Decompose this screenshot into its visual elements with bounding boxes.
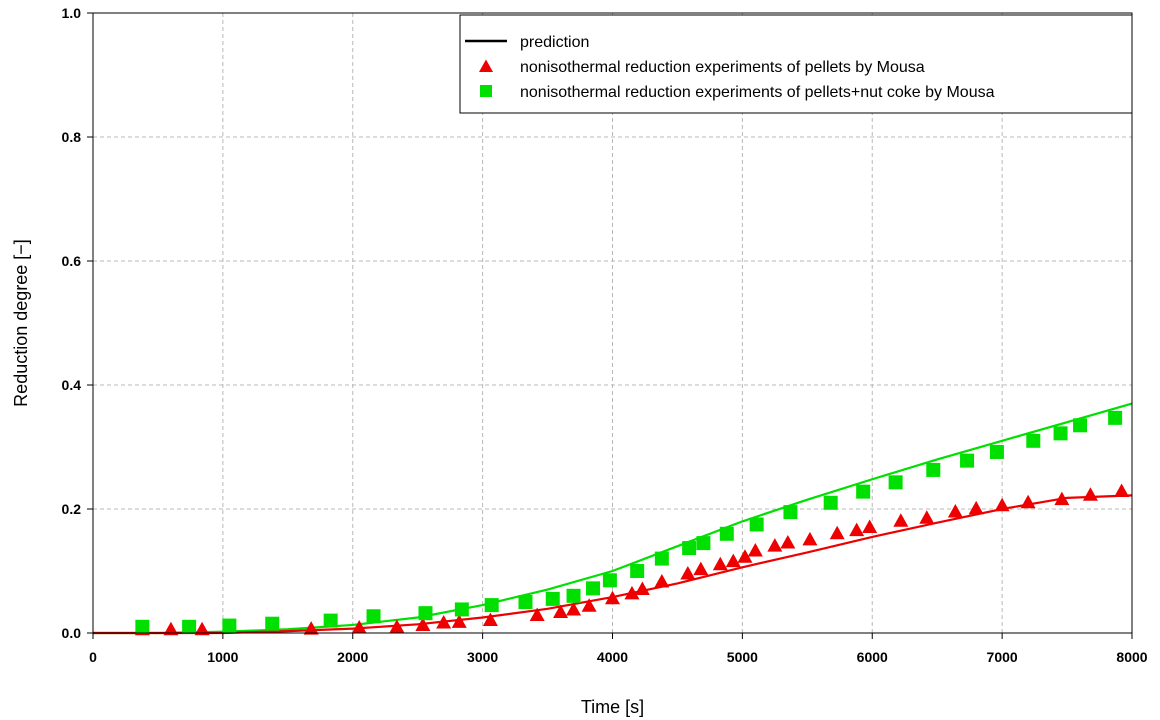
data-point-pellets-nut-coke bbox=[696, 536, 711, 551]
data-point-pellets-nut-coke bbox=[182, 619, 197, 634]
x-tick-label: 0 bbox=[89, 649, 97, 665]
data-point-pellets-nut-coke bbox=[1053, 426, 1068, 441]
data-point-pellets bbox=[780, 535, 796, 549]
y-axis-label: Reduction degree [−] bbox=[11, 239, 31, 407]
data-point-pellets bbox=[581, 598, 597, 612]
data-point-pellets bbox=[415, 617, 431, 631]
data-point-pellets bbox=[1020, 494, 1036, 509]
data-point-pellets bbox=[893, 513, 909, 527]
x-tick-label: 6000 bbox=[857, 649, 888, 665]
x-tick-label: 4000 bbox=[597, 649, 628, 665]
data-point-pellets-nut-coke bbox=[265, 616, 280, 631]
x-tick-label: 3000 bbox=[467, 649, 498, 665]
data-point-pellets-nut-coke bbox=[1026, 433, 1041, 448]
data-point-pellets bbox=[163, 621, 179, 636]
x-tick-label: 8000 bbox=[1116, 649, 1147, 665]
data-point-pellets-nut-coke bbox=[1073, 418, 1088, 433]
data-point-pellets-nut-coke bbox=[823, 495, 838, 510]
data-point-pellets bbox=[747, 543, 763, 557]
data-point-pellets-nut-coke bbox=[418, 606, 433, 621]
data-point-pellets bbox=[1114, 483, 1130, 498]
data-point-pellets bbox=[767, 538, 783, 552]
data-point-pellets bbox=[303, 621, 319, 635]
data-point-pellets bbox=[712, 556, 728, 571]
data-point-pellets-nut-coke bbox=[989, 444, 1004, 459]
grid bbox=[93, 13, 1132, 633]
legend-label: nonisothermal reduction experiments of p… bbox=[520, 84, 995, 101]
data-point-pellets-nut-coke bbox=[518, 595, 533, 609]
prediction-line-1 bbox=[93, 494, 1133, 635]
data-point-pellets-nut-coke bbox=[654, 551, 669, 566]
data-point-pellets-nut-coke bbox=[749, 517, 764, 532]
data-point-pellets-nut-coke bbox=[566, 588, 581, 603]
y-tick-label: 0.2 bbox=[62, 501, 82, 517]
y-tick-label: 1.0 bbox=[62, 5, 82, 21]
y-tick-label: 0.8 bbox=[62, 129, 82, 145]
data-point-pellets bbox=[737, 549, 753, 563]
data-point-pellets-nut-coke bbox=[856, 484, 871, 499]
data-point-pellets-nut-coke bbox=[323, 613, 338, 628]
x-axis-label: Time [s] bbox=[581, 697, 644, 717]
data-point-pellets bbox=[947, 504, 963, 518]
data-point-pellets bbox=[624, 585, 640, 600]
data-point-pellets-nut-coke bbox=[888, 475, 903, 490]
data-point-pellets-nut-coke bbox=[484, 598, 499, 613]
data-point-pellets bbox=[693, 561, 709, 576]
data-point-pellets bbox=[994, 497, 1010, 512]
axis-ticks: 0 1000 2000 3000 4000 5000 6000 7000 8000 0.0 0.2 0… bbox=[62, 5, 1148, 665]
data-point-pellets-nut-coke bbox=[366, 609, 381, 624]
data-point-pellets bbox=[436, 614, 452, 629]
data-point-pellets-nut-coke bbox=[586, 581, 601, 596]
legend-box bbox=[459, 14, 1133, 114]
x-tick-label: 5000 bbox=[727, 649, 758, 665]
legend-label: nonisothermal reduction experiments of p… bbox=[520, 59, 925, 76]
y-tick-label: 0.6 bbox=[62, 253, 82, 269]
plot-area bbox=[93, 402, 1133, 636]
data-point-pellets bbox=[849, 522, 865, 537]
data-point-pellets-nut-coke bbox=[602, 573, 617, 588]
data-point-pellets bbox=[451, 614, 467, 628]
data-point-pellets-nut-coke bbox=[222, 618, 237, 633]
data-point-pellets-nut-coke bbox=[135, 619, 150, 634]
legend: prediction nonisothermal reduction experi… bbox=[459, 14, 1133, 114]
data-point-pellets bbox=[1082, 487, 1098, 501]
x-tick-label: 2000 bbox=[337, 649, 368, 665]
data-point-pellets-nut-coke bbox=[926, 462, 941, 477]
data-point-pellets bbox=[802, 531, 818, 546]
data-point-pellets bbox=[680, 566, 696, 580]
y-tick-label: 0.0 bbox=[62, 625, 82, 641]
data-point-pellets bbox=[553, 604, 569, 618]
data-point-pellets-nut-coke bbox=[682, 541, 697, 556]
data-point-pellets bbox=[829, 525, 845, 540]
y-tick-label: 0.4 bbox=[62, 377, 82, 393]
data-point-pellets bbox=[529, 607, 545, 622]
data-point-pellets bbox=[919, 510, 935, 524]
legend-square-marker bbox=[480, 85, 492, 97]
data-point-pellets bbox=[351, 619, 367, 634]
data-point-pellets-nut-coke bbox=[1108, 410, 1123, 425]
data-point-pellets bbox=[862, 519, 878, 533]
x-tick-label: 1000 bbox=[207, 649, 238, 665]
legend-triangle-marker bbox=[479, 59, 493, 73]
data-point-pellets bbox=[482, 612, 498, 626]
data-point-pellets bbox=[725, 553, 741, 568]
data-point-pellets-nut-coke bbox=[960, 453, 975, 468]
data-point-pellets bbox=[968, 500, 984, 515]
x-tick-label: 7000 bbox=[987, 649, 1018, 665]
data-point-pellets bbox=[654, 574, 670, 588]
data-point-pellets-nut-coke bbox=[719, 526, 734, 541]
data-point-pellets-nut-coke bbox=[454, 602, 469, 617]
data-point-pellets bbox=[634, 581, 650, 595]
legend-label: prediction bbox=[520, 34, 589, 51]
data-point-pellets-nut-coke bbox=[630, 564, 645, 578]
data-point-pellets-nut-coke bbox=[783, 505, 798, 520]
data-point-pellets-nut-coke bbox=[545, 591, 560, 606]
data-point-pellets bbox=[566, 601, 582, 616]
data-point-pellets bbox=[389, 619, 405, 633]
data-point-pellets bbox=[194, 621, 210, 636]
data-point-pellets bbox=[1054, 491, 1070, 506]
data-point-pellets bbox=[605, 590, 620, 605]
